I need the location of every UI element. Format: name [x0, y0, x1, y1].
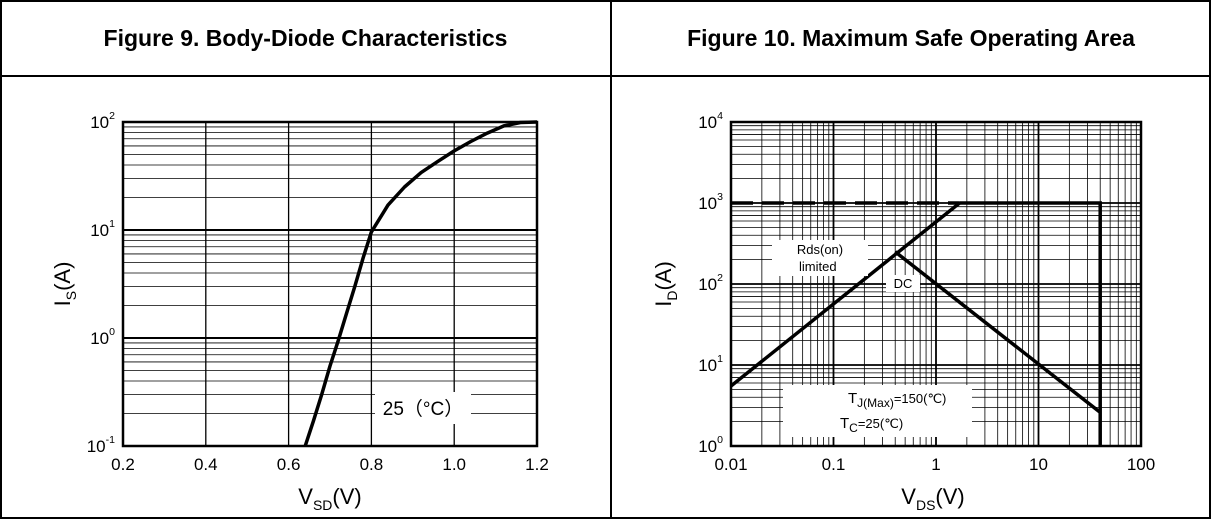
y-axis-label: ID(A) [651, 261, 680, 307]
y-tick-label: 102 [90, 110, 115, 132]
x-tick-label: 10 [1029, 455, 1048, 474]
y-tick-label: 100 [698, 434, 723, 456]
y-tick-label: 100 [90, 326, 115, 348]
plot-frame [729, 120, 1143, 448]
x-tick-label: 1.2 [525, 455, 549, 474]
series-line-diode [303, 120, 538, 447]
y-tick-label: 103 [698, 191, 723, 213]
label-tj-max: TJ(Max)=150(℃) [848, 390, 946, 410]
y-tick-label: 102 [698, 272, 723, 294]
y-axis-label: IS(A) [50, 262, 79, 307]
series-current-voltage-limit [959, 201, 1102, 446]
x-tick-label: 0.4 [194, 455, 218, 474]
label-dc: DC [894, 276, 913, 291]
x-axis-label: VSD(V) [298, 484, 361, 513]
x-tick-label: 0.8 [360, 455, 384, 474]
conditions-box [783, 385, 972, 437]
x-tick-label: 0.01 [714, 455, 747, 474]
x-tick-label: 0.2 [111, 455, 135, 474]
annotation-background [375, 392, 471, 424]
y-tick-label: 101 [698, 353, 723, 375]
label-limited: limited [799, 259, 837, 274]
y-tick-label: 10-1 [87, 434, 115, 456]
rds-label-background [772, 240, 868, 276]
annotation-temperature: 25（°C） [383, 398, 463, 420]
chart-safe-operating-area: Rds(on) limited DC TJ(Max)=150(℃) TC=25(℃) 0.… [651, 110, 1155, 513]
plot-frame [121, 120, 539, 448]
x-tick-label: 1 [931, 455, 940, 474]
x-tick-label: 0.6 [277, 455, 301, 474]
label-tc: TC=25(℃) [840, 415, 903, 435]
y-tick-label: 104 [698, 110, 723, 132]
x-tick-label: 1.0 [442, 455, 466, 474]
x-axis-label: VDS(V) [901, 484, 964, 513]
series-dc-limit [894, 250, 1102, 414]
x-tick-label: 100 [1127, 455, 1155, 474]
figure-10-title: Figure 10. Maximum Safe Operating Area [687, 24, 1135, 51]
y-tick-label: 101 [90, 218, 115, 240]
series-rds-on-limit [729, 201, 961, 388]
chart-body-diode: 25（°C） 0.2 0.4 0.6 0.8 1.0 1.2 10-1 100 101 102 VSD… [50, 110, 549, 513]
label-rds-on: Rds(on) [797, 242, 843, 257]
dc-label-background [886, 275, 920, 292]
x-tick-label: 0.1 [822, 455, 846, 474]
figure-9-title: Figure 9. Body-Diode Characteristics [103, 24, 508, 51]
